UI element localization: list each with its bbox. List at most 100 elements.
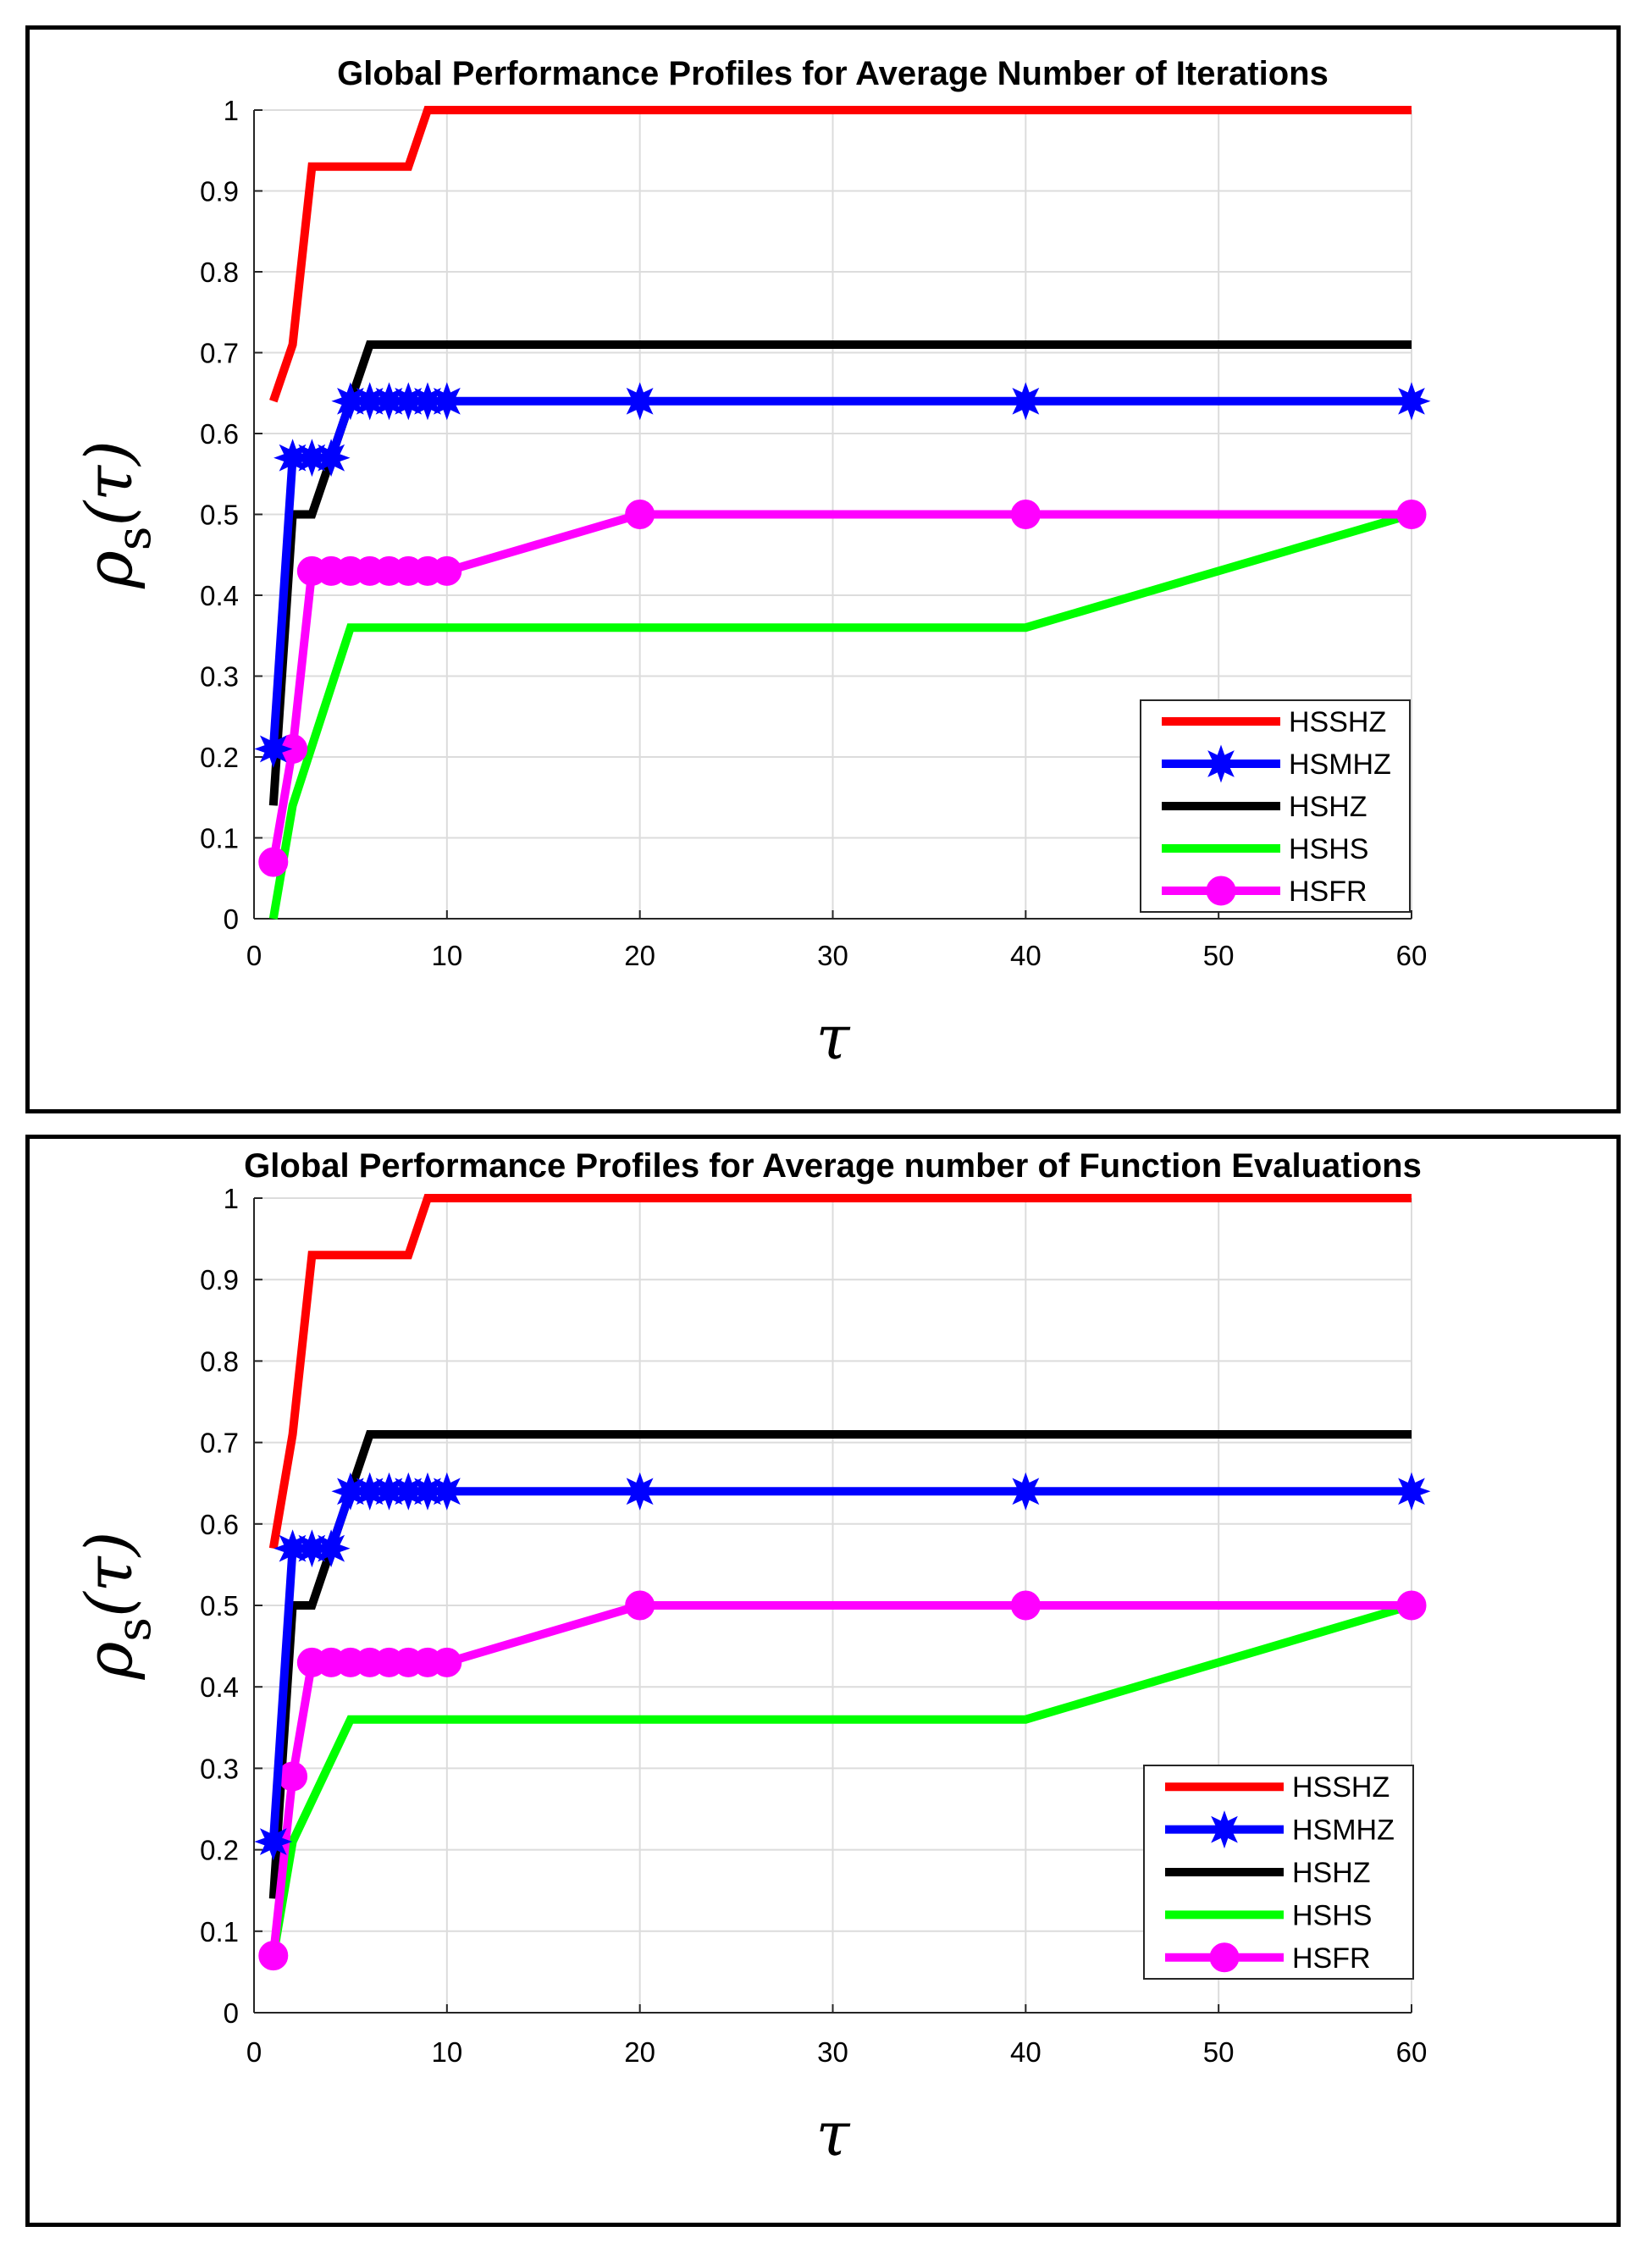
x-axis-label: τ	[816, 2098, 851, 2169]
y-tick-label: 1	[224, 1183, 239, 1214]
y-axis-label-arg: (τ)	[71, 440, 146, 526]
legend-item-hshz: HSHZ	[1162, 791, 1367, 823]
y-tick-label: 0.9	[200, 1264, 239, 1295]
y-tick-label: 0.1	[200, 1916, 239, 1947]
data-point-hsfr	[625, 1590, 655, 1621]
chart-function-evaluations: Global Performance Profiles for Average …	[71, 1147, 1431, 2169]
data-point-hsmhz	[1006, 382, 1045, 421]
data-point-hsmhz	[292, 1529, 331, 1568]
data-point-hsmhz	[273, 439, 312, 478]
y-axis-label-arg: (τ)	[71, 1532, 146, 1617]
legend-item-hsmhz: HSMHZ	[1165, 1810, 1395, 1849]
series-line-hsshz	[269, 106, 1412, 403]
data-point-hsmhz	[389, 382, 428, 421]
y-tick-label: 0.5	[200, 500, 239, 531]
data-point-hsmhz	[1006, 1472, 1045, 1511]
legend-item-hsmhz: HSMHZ	[1162, 744, 1391, 783]
legend-item-hshs: HSHS	[1165, 1899, 1372, 1931]
data-point-hsfr	[258, 1941, 289, 1971]
y-tick-label: 0.3	[200, 1753, 239, 1784]
legend-item-hshs: HSHS	[1162, 833, 1368, 865]
series-line-hshs	[268, 1601, 1413, 1957]
data-point-hsmhz	[254, 730, 293, 768]
chart-panel-function-evaluations: Global Performance Profiles for Average …	[25, 1135, 1621, 2227]
y-axis-label-main: ρ	[71, 550, 146, 589]
y-tick-label: 0.5	[200, 1590, 239, 1621]
data-point-hsmhz	[369, 382, 409, 421]
data-point-hsfr	[625, 500, 655, 529]
data-point-hsfr	[1396, 1590, 1427, 1621]
data-point-hsmhz	[428, 1472, 467, 1511]
legend-label: HSHZ	[1289, 791, 1367, 823]
data-point-hsmhz	[273, 1529, 312, 1568]
legend-label: HSSHZ	[1289, 706, 1386, 738]
x-axis-label: τ	[816, 1002, 851, 1073]
x-tick-label: 20	[624, 2036, 655, 2068]
data-point-hsmhz	[408, 1472, 447, 1511]
data-point-hsfr	[258, 847, 289, 877]
y-tick-label: 1	[224, 95, 239, 126]
y-tick-label: 0.9	[200, 176, 239, 207]
legend-label: HSMHZ	[1289, 749, 1391, 781]
x-tick-label: 30	[817, 940, 848, 971]
legend: HSSHZ HSMHZ HSHZ HSHS HSFR	[1143, 1765, 1414, 1980]
series-line-hsshz	[268, 1194, 1412, 1550]
data-point-hsmhz	[428, 382, 467, 421]
data-point-hsfr	[432, 1647, 462, 1677]
y-tick-label: 0.7	[200, 1428, 239, 1459]
data-point-hsmhz	[351, 382, 390, 421]
series-hsshz	[269, 106, 1412, 403]
series-hsfr	[258, 500, 1427, 877]
y-tick-label: 0.2	[200, 1835, 239, 1866]
y-tick-label: 0	[224, 903, 239, 935]
y-tick-label: 0.4	[200, 580, 239, 611]
legend-item-hsshz: HSSHZ	[1162, 706, 1386, 738]
data-point-hsmhz	[621, 382, 660, 421]
y-tick-label: 0	[224, 1997, 239, 2029]
y-tick-label: 0.6	[200, 418, 239, 450]
y-tick-label: 0.6	[200, 1509, 239, 1540]
legend-item-hsfr: HSFR	[1165, 1942, 1371, 1975]
legend-label: HSFR	[1292, 1942, 1371, 1975]
x-tick-label: 40	[1010, 940, 1041, 971]
legend-label: HSMHZ	[1292, 1815, 1395, 1847]
series-hsshz	[268, 1194, 1412, 1550]
x-tick-label: 10	[431, 940, 462, 971]
x-tick-label: 60	[1396, 2036, 1428, 2068]
data-point-hsfr	[1010, 1590, 1041, 1621]
x-tick-label: 40	[1010, 2036, 1041, 2068]
legend-marker	[1205, 1810, 1244, 1849]
y-axis-label: ρs(τ)	[71, 1532, 162, 1681]
data-point-hsmhz	[408, 382, 447, 421]
series-hsfr	[258, 1590, 1427, 1971]
data-point-hsmhz	[370, 1472, 408, 1511]
x-tick-label: 0	[246, 940, 262, 971]
y-tick-label: 0.7	[200, 338, 239, 369]
series-hshs	[268, 1601, 1413, 1957]
chart-title: Global Performance Profiles for Average …	[244, 1147, 1422, 1185]
data-point-hsmhz	[621, 1472, 660, 1511]
y-tick-label: 0.1	[200, 823, 239, 854]
x-tick-label: 50	[1203, 2036, 1235, 2068]
data-point-hsfr	[1396, 500, 1427, 529]
x-tick-label: 0	[246, 2036, 262, 2068]
y-tick-label: 0.8	[200, 257, 239, 288]
legend: HSSHZ HSMHZ HSHZ HSHS HSFR	[1140, 699, 1411, 913]
series-hshs	[268, 510, 1413, 920]
y-axis-label-main: ρ	[71, 1641, 146, 1680]
legend-marker	[1202, 744, 1240, 783]
y-axis-label: ρs(τ)	[71, 440, 162, 589]
data-point-hsmhz	[254, 1822, 293, 1861]
data-point-hsfr	[432, 555, 462, 586]
y-tick-label: 0.2	[200, 742, 239, 773]
data-point-hsmhz	[312, 1529, 351, 1568]
data-point-hsfr	[1010, 500, 1041, 529]
legend-item-hsfr: HSFR	[1162, 876, 1367, 908]
y-tick-label: 0.3	[200, 661, 239, 693]
legend-label: HSHZ	[1292, 1857, 1371, 1889]
x-tick-label: 30	[817, 2036, 848, 2068]
x-tick-label: 20	[624, 940, 655, 971]
chart-title: Global Performance Profiles for Average …	[337, 55, 1329, 92]
data-point-hsmhz	[1392, 382, 1431, 421]
data-point-hsmhz	[389, 1472, 428, 1511]
